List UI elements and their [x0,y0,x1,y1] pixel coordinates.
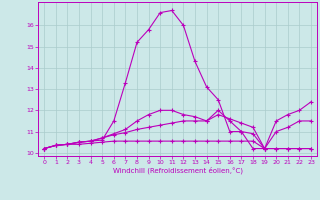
X-axis label: Windchill (Refroidissement éolien,°C): Windchill (Refroidissement éolien,°C) [113,167,243,174]
